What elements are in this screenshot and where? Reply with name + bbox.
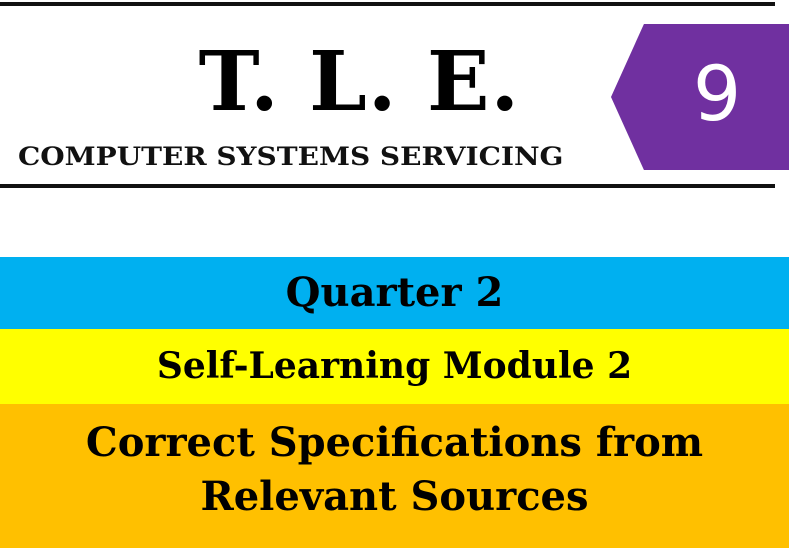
topic-title-line-1: Correct Specifications from [85, 419, 704, 466]
course-subtitle: COMPUTER SYSTEMS SERVICING [18, 141, 564, 172]
page-title: T. L. E. [198, 34, 520, 130]
top-rule [0, 2, 775, 6]
bottom-rule [0, 184, 775, 188]
module-band: Self-Learning Module 2 [0, 329, 789, 404]
grade-badge [611, 24, 789, 170]
grade-number: 9 [692, 49, 742, 138]
topic-title-line-2: Relevant Sources [200, 473, 589, 520]
topic-band: Correct Specifications from Relevant Sou… [0, 404, 789, 548]
quarter-band: Quarter 2 [0, 257, 789, 329]
